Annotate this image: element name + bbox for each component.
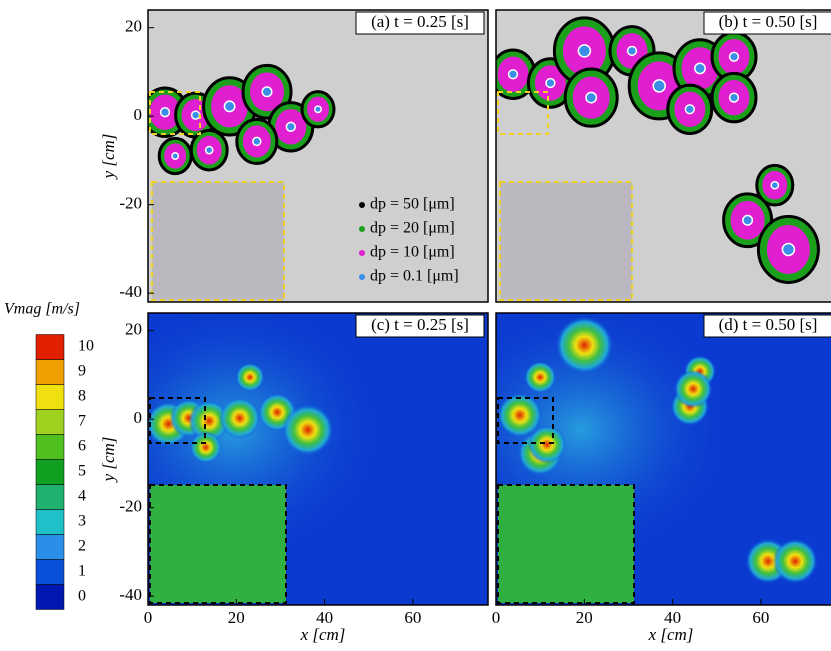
y-axis-label: y [cm] (99, 134, 118, 181)
panel (83, 300, 488, 605)
panel (431, 300, 831, 605)
colorbar-tick-label: 8 (78, 388, 86, 405)
inset (150, 485, 286, 603)
panel-title: (d) t = 0.50 [s] (719, 315, 818, 334)
particle-core (782, 243, 794, 255)
colorbar-swatch (36, 360, 64, 385)
colorbar-title: Vmag [m/s] (4, 301, 80, 318)
hot-spot (528, 425, 566, 463)
legend-label: dp = 50 [μm] (370, 196, 455, 213)
particle-core (546, 79, 555, 88)
hot-spot (524, 361, 556, 393)
hot-spot (236, 363, 265, 392)
y-tick-label: -40 (119, 282, 142, 301)
particle-core (286, 122, 295, 131)
colorbar-tick-label: 9 (78, 363, 86, 380)
colorbar-tick-label: 10 (78, 338, 94, 355)
colorbar-swatch (36, 335, 64, 360)
particle-core (685, 105, 694, 114)
x-tick-label: 0 (144, 608, 153, 627)
x-tick-label: 60 (752, 608, 769, 627)
particle-core (771, 182, 778, 189)
hot-spot (556, 316, 614, 374)
colorbar-tick-label: 5 (78, 463, 86, 480)
legend-marker (359, 202, 365, 208)
colorbar-tick-label: 7 (78, 413, 86, 430)
colorbar-swatch (36, 460, 64, 485)
colorbar-swatch (36, 485, 64, 510)
colorbar-swatch (36, 560, 64, 585)
colorbar-swatch (36, 585, 64, 610)
y-tick-label: -40 (119, 585, 142, 604)
colorbar-tick-label: 4 (78, 488, 86, 505)
particle-core (743, 215, 753, 225)
panel (491, 10, 831, 302)
y-tick-label: -20 (119, 497, 142, 516)
particle-core (161, 108, 170, 117)
particle-core (628, 46, 637, 55)
particle-core (224, 101, 234, 111)
particle-core (206, 147, 213, 154)
inset (498, 485, 634, 603)
panel-title: (b) t = 0.50 [s] (719, 12, 818, 31)
x-tick-label: 20 (576, 608, 593, 627)
y-tick-label: 0 (134, 408, 143, 427)
colorbar-swatch (36, 435, 64, 460)
legend-label: dp = 20 [μm] (370, 220, 455, 237)
colorbar-tick-label: 1 (78, 563, 86, 580)
legend-marker (359, 226, 365, 232)
y-axis-label: y [cm] (99, 437, 118, 484)
figure: (a) t = 0.25 [s]-40-20020y [cm]dp = 50 [… (0, 0, 831, 651)
legend-label: dp = 10 [μm] (370, 244, 455, 261)
y-tick-label: -20 (119, 194, 142, 213)
x-tick-label: 60 (404, 608, 421, 627)
legend-label: dp = 0.1 [μm] (370, 268, 459, 285)
x-axis-label: x [cm] (648, 625, 694, 644)
panel-title: (a) t = 0.25 [s] (371, 12, 469, 31)
particle-core (730, 93, 739, 102)
legend-marker (359, 274, 365, 280)
x-tick-label: 20 (228, 608, 245, 627)
hot-spot (674, 370, 712, 408)
colorbar-tick-label: 2 (78, 538, 86, 555)
particle-core (695, 63, 705, 73)
particle-core (253, 137, 261, 145)
hot-spot (219, 397, 261, 439)
colorbar-swatch (36, 385, 64, 410)
colorbar-swatch (36, 510, 64, 535)
colorbar-tick-label: 6 (78, 438, 86, 455)
particle-core (315, 106, 321, 112)
colorbar-swatch (36, 535, 64, 560)
particle-core (509, 70, 518, 79)
particle-core (653, 80, 665, 92)
hot-spot (282, 404, 333, 455)
particle-core (578, 45, 590, 57)
colorbar-tick-label: 0 (78, 588, 86, 605)
particle-core (172, 153, 178, 159)
colorbar-tick-label: 3 (78, 513, 86, 530)
y-tick-label: 0 (134, 105, 143, 124)
y-tick-label: 20 (125, 320, 142, 339)
particle-core (730, 52, 739, 61)
inset (152, 182, 284, 300)
legend-marker (359, 250, 365, 256)
hot-spot (773, 539, 818, 584)
x-tick-label: 0 (492, 608, 501, 627)
inset (500, 182, 632, 300)
x-axis-label: x [cm] (300, 625, 346, 644)
particle-core (262, 87, 272, 97)
particle-core (586, 92, 596, 102)
colorbar-swatch (36, 410, 64, 435)
particle-core (192, 111, 200, 119)
panel-title: (c) t = 0.25 [s] (371, 315, 469, 334)
y-tick-label: 20 (125, 17, 142, 36)
